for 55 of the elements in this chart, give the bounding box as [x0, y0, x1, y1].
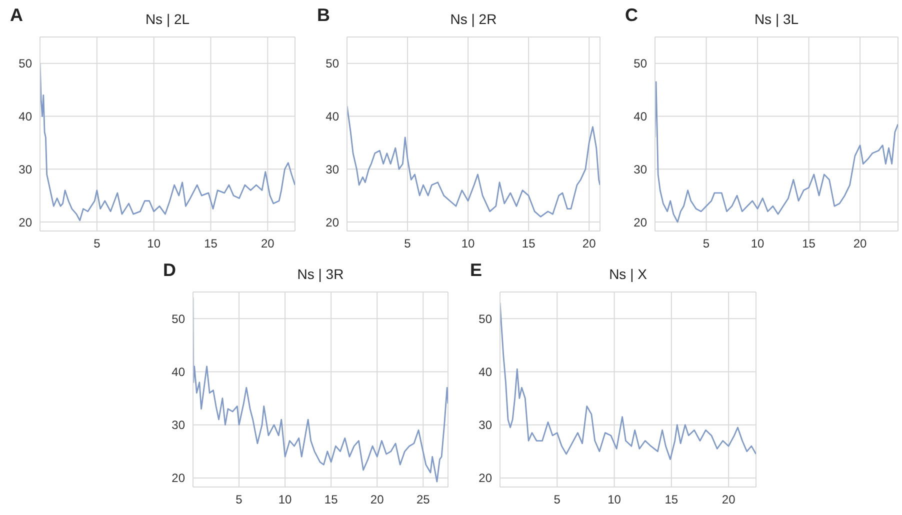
x-tick-label: 15	[664, 492, 678, 507]
line-series	[40, 62, 295, 222]
chart-title: Ns | 3R	[296, 266, 345, 282]
x-tick-label: 5	[94, 236, 101, 251]
x-tick-label: 5	[236, 492, 243, 507]
x-tick-label: 20	[853, 236, 868, 251]
x-tick-label: 20	[370, 492, 384, 507]
y-tick-label: 50	[634, 56, 648, 71]
text: A	[10, 5, 23, 26]
x-tick-label: 20	[722, 492, 736, 507]
y-tick-label: 20	[172, 471, 186, 486]
chart-title: Ns | 2R	[449, 11, 498, 27]
y-tick-label: 20	[634, 215, 648, 230]
y-tick-label: 50	[478, 312, 492, 326]
y-tick-label: 30	[634, 162, 648, 176]
y-tick-label: 40	[478, 364, 492, 379]
x-tick-label: 10	[608, 492, 622, 507]
text: D	[163, 260, 176, 281]
x-tick-label: 10	[461, 236, 476, 251]
y-tick-label: 40	[18, 110, 32, 124]
text: C	[625, 5, 638, 26]
y-tick-label: 50	[18, 56, 32, 71]
y-tick-label: 40	[172, 364, 186, 379]
text: E	[470, 260, 482, 281]
y-tick-label: 30	[478, 418, 492, 432]
x-tick-label: 15	[522, 236, 536, 251]
line-series	[347, 105, 600, 218]
text: B	[317, 5, 330, 26]
y-tick-label: 20	[18, 215, 32, 230]
line-series	[500, 302, 756, 460]
y-tick-label: 20	[478, 471, 492, 486]
y-tick-label: 20	[326, 215, 340, 230]
y-tick-label: 50	[172, 312, 186, 326]
x-tick-label: 5	[702, 236, 710, 251]
y-tick-label: 40	[634, 110, 648, 124]
x-tick-label: 5	[404, 236, 412, 251]
chart-title: Ns | 2L	[144, 11, 191, 27]
chart-title: Ns | 3L	[753, 11, 800, 27]
y-tick-label: 50	[326, 56, 340, 71]
line-series	[655, 81, 898, 223]
x-tick-label: 5	[554, 492, 561, 507]
x-tick-label: 20	[261, 236, 275, 251]
x-tick-label: 15	[802, 236, 816, 251]
x-tick-label: 10	[147, 236, 161, 251]
x-tick-label: 25	[416, 492, 430, 507]
y-tick-label: 30	[18, 162, 32, 176]
x-tick-label: 15	[204, 236, 218, 251]
x-tick-label: 15	[324, 492, 338, 507]
x-tick-label: 10	[278, 492, 292, 507]
y-tick-label: 30	[172, 418, 186, 432]
x-tick-label: 10	[750, 236, 765, 251]
chart-title: Ns | X	[608, 266, 648, 282]
y-tick-label: 40	[326, 110, 340, 124]
x-tick-label: 20	[582, 236, 596, 251]
y-tick-label: 30	[326, 162, 340, 176]
